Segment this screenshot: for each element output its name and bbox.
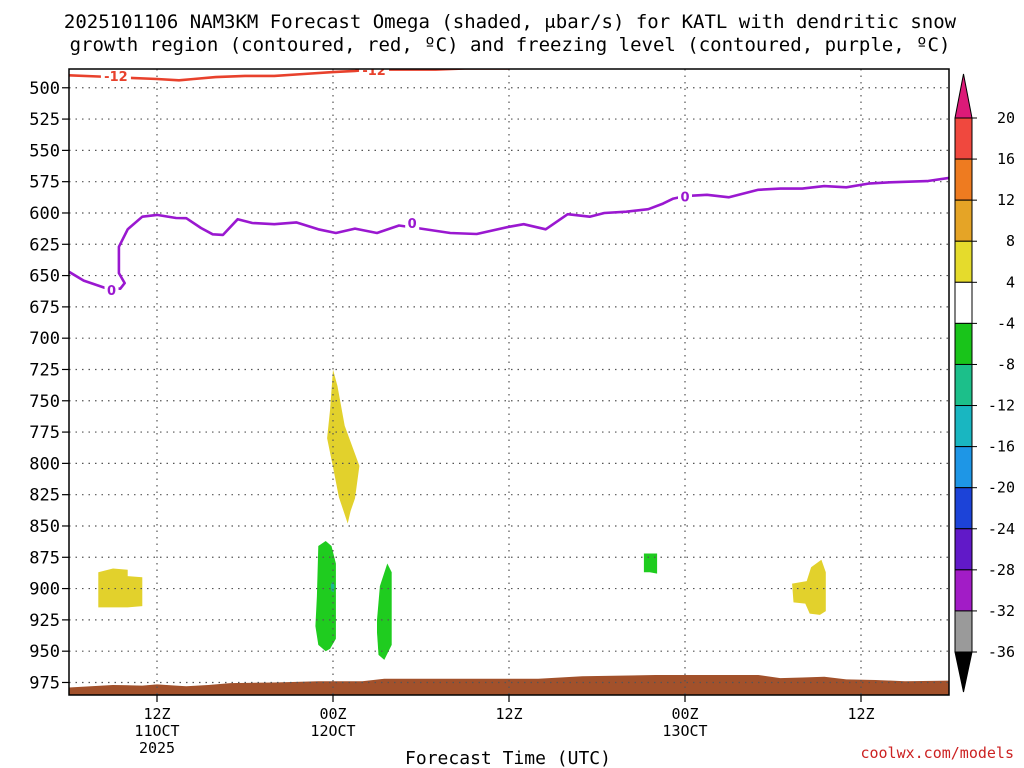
minus12-isotherm-label-0: -12 xyxy=(104,70,128,85)
colorbar-bin-16-to-12 xyxy=(954,158,973,201)
colorbar-bin--24-to--28 xyxy=(954,528,973,571)
x-tick-year-6: 2025 xyxy=(139,739,175,757)
colorbar-label--32: -32 xyxy=(988,602,1015,620)
y-tick-label-700: 700 xyxy=(29,329,60,349)
colorbar-label--8: -8 xyxy=(997,355,1015,373)
y-tick-label-975: 975 xyxy=(29,673,60,693)
colorbar-bin--4-to--8 xyxy=(954,322,973,365)
x-tick-date-42: 13OCT xyxy=(662,722,707,740)
x-tick-label-6: 12Z xyxy=(143,705,170,723)
colorbar-label--24: -24 xyxy=(988,520,1015,538)
y-axis: 500 525 550 575 600 625 650 675 700 725 750 775 800 8… xyxy=(29,79,69,693)
colorbar-label--4: -4 xyxy=(997,314,1015,332)
y-tick-label-525: 525 xyxy=(29,110,60,130)
x-tick-date-6: 11OCT xyxy=(134,722,179,740)
colorbar: 20 16 12 8 4 -4 -8 -12 -16 -20 -24 -28 -32 -36 xyxy=(954,73,1015,693)
surface-terrain xyxy=(69,675,949,695)
colorbar-bottom-arrow xyxy=(954,651,973,693)
x-tick-date-18: 12OCT xyxy=(310,722,355,740)
omega-4to8-hour18 xyxy=(327,369,360,524)
y-tick-label-575: 575 xyxy=(29,173,60,193)
colorbar-label--16: -16 xyxy=(988,438,1015,456)
y-tick-label-750: 750 xyxy=(29,392,60,412)
y-tick-label-600: 600 xyxy=(29,204,60,224)
colorbar-label--12: -12 xyxy=(988,397,1015,415)
colorbar-bin-4-to--4 xyxy=(954,281,973,324)
y-tick-label-625: 625 xyxy=(29,235,60,255)
x-tick-label-42: 00Z xyxy=(671,705,698,723)
colorbar-bin--8-to--12 xyxy=(954,363,973,407)
colorbar-label--20: -20 xyxy=(988,479,1015,497)
omega-minus4to8-hour17 xyxy=(315,541,336,652)
y-tick-label-925: 925 xyxy=(29,611,60,631)
chart-title-line-2: growth region (contoured, red, ºC) and f… xyxy=(70,34,951,56)
grid-layer xyxy=(69,69,949,695)
minus12-isotherm-label-1: -12 xyxy=(362,64,386,79)
x-tick-label-30: 12Z xyxy=(495,705,522,723)
colorbar-bin-12-to-8 xyxy=(954,199,973,242)
colorbar-label--28: -28 xyxy=(988,561,1015,579)
freezing-level-0c xyxy=(69,176,949,291)
colorbar-label-12: 12 xyxy=(997,191,1015,209)
omega-minus4to8-hour39 xyxy=(643,553,658,574)
colorbar-label-20: 20 xyxy=(997,109,1015,127)
chart-title-line-1: 2025101106 NAM3KM Forecast Omega (shaded… xyxy=(64,11,957,33)
chart-title: 2025101106 NAM3KM Forecast Omega (shaded… xyxy=(64,11,957,56)
freezing-level-0c-label-bg-1 xyxy=(405,215,420,230)
freezing-level-0c-label-1: 0 xyxy=(408,217,417,232)
x-tick-label-54: 12Z xyxy=(847,705,874,723)
contour-layer: -12 -12 0 0 0 xyxy=(69,64,949,299)
y-tick-label-675: 675 xyxy=(29,298,60,318)
colorbar-bin-20-to-16 xyxy=(954,117,973,160)
y-tick-label-725: 725 xyxy=(29,360,60,380)
omega-shading-layer xyxy=(98,369,826,660)
freezing-level-0c-label-2: 0 xyxy=(680,191,689,206)
y-tick-label-825: 825 xyxy=(29,486,60,506)
colorbar-top-arrow xyxy=(954,73,973,119)
x-tick-label-18: 00Z xyxy=(319,705,346,723)
colorbar-label-4: 4 xyxy=(1006,273,1015,291)
omega-4to8-hour50 xyxy=(792,559,826,615)
colorbar-label--36: -36 xyxy=(988,643,1015,661)
colorbar-bin-8-to-4 xyxy=(954,240,973,283)
colorbar-bin--32-to--36 xyxy=(954,610,973,653)
colorbar-bin--28-to--32 xyxy=(954,569,973,612)
y-tick-label-875: 875 xyxy=(29,548,60,568)
colorbar-label-8: 8 xyxy=(1006,232,1015,250)
colorbar-bin--12-to--16 xyxy=(954,405,973,448)
omega-4to8-hour2 xyxy=(98,568,143,608)
credit-text[interactable]: coolwx.com/models xyxy=(860,744,1014,762)
omega-minus4to8-hour21 xyxy=(377,563,392,660)
colorbar-bin--16-to--20 xyxy=(954,446,973,489)
minus12-isotherm-label-bg-1 xyxy=(359,69,390,78)
y-tick-label-950: 950 xyxy=(29,642,60,662)
y-tick-label-775: 775 xyxy=(29,423,60,443)
colorbar-bin--20-to--24 xyxy=(954,487,973,530)
y-tick-label-550: 550 xyxy=(29,141,60,161)
y-tick-label-800: 800 xyxy=(29,454,60,474)
y-tick-label-850: 850 xyxy=(29,517,60,537)
freezing-level-0c-label-bg-0 xyxy=(104,282,119,297)
x-axis-label: Forecast Time (UTC) xyxy=(405,748,611,768)
y-tick-label-650: 650 xyxy=(29,267,60,287)
freezing-level-0c-label-bg-2 xyxy=(678,189,692,204)
colorbar-label-16: 16 xyxy=(997,150,1015,168)
minus12-isotherm xyxy=(69,69,513,82)
freezing-level-0c-label-0: 0 xyxy=(107,284,116,299)
y-tick-label-500: 500 xyxy=(29,79,60,99)
terrain-layer xyxy=(69,675,949,695)
y-tick-label-900: 900 xyxy=(29,580,60,600)
minus12-isotherm-label-bg-0 xyxy=(100,69,131,83)
